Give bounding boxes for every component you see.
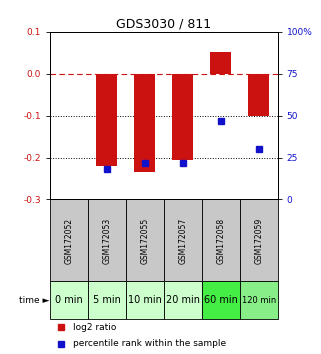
Bar — [202, 200, 240, 281]
Bar — [50, 281, 88, 319]
Text: GSM172058: GSM172058 — [216, 217, 225, 263]
Text: 5 min: 5 min — [93, 295, 121, 305]
Text: GSM172053: GSM172053 — [102, 217, 111, 264]
Bar — [134, 74, 155, 172]
Text: log2 ratio: log2 ratio — [73, 322, 116, 332]
Text: 120 min: 120 min — [241, 296, 276, 304]
Bar — [248, 74, 269, 116]
Bar — [88, 281, 126, 319]
Bar — [240, 200, 278, 281]
Text: time ►: time ► — [19, 296, 49, 304]
Bar — [96, 74, 117, 166]
Text: 0 min: 0 min — [55, 295, 82, 305]
Bar — [126, 200, 164, 281]
Bar — [50, 200, 88, 281]
Bar — [210, 52, 231, 74]
Text: percentile rank within the sample: percentile rank within the sample — [73, 339, 226, 348]
Bar — [88, 200, 126, 281]
Text: 20 min: 20 min — [166, 295, 200, 305]
Bar — [202, 281, 240, 319]
Bar — [164, 200, 202, 281]
Text: GSM172059: GSM172059 — [254, 217, 263, 264]
Text: GSM172055: GSM172055 — [140, 217, 149, 264]
Bar — [126, 281, 164, 319]
Bar — [164, 281, 202, 319]
Text: 10 min: 10 min — [128, 295, 162, 305]
Text: GSM172052: GSM172052 — [64, 217, 73, 263]
Bar — [172, 74, 193, 160]
Text: 60 min: 60 min — [204, 295, 238, 305]
Title: GDS3030 / 811: GDS3030 / 811 — [116, 18, 211, 31]
Text: GSM172057: GSM172057 — [178, 217, 187, 264]
Bar — [240, 281, 278, 319]
